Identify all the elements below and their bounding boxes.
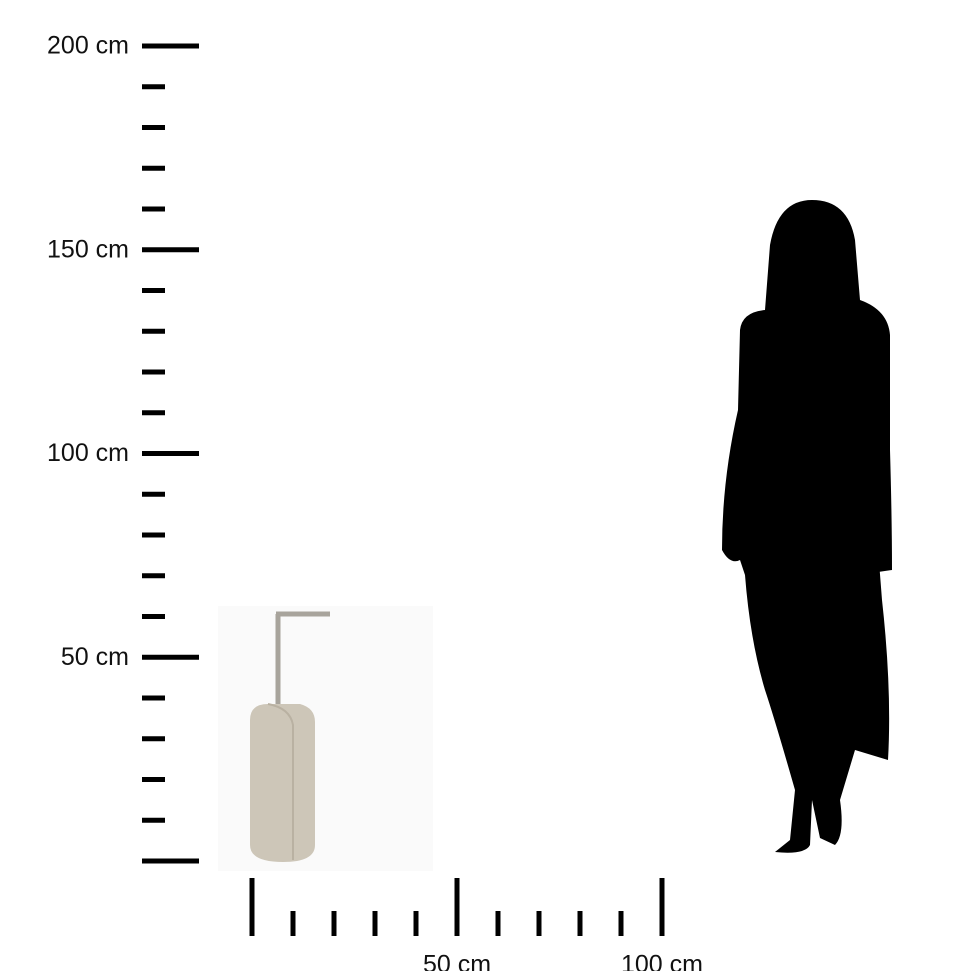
vertical-scale-label: 100 cm [47,439,129,467]
vertical-scale-label: 150 cm [47,235,129,263]
vertical-scale-label: 200 cm [47,32,129,60]
vertical-ruler: 200 cm 150 cm 100 cm 50 cm [47,32,199,864]
horizontal-scale-label: 100 cm [621,951,703,971]
human-silhouette [722,200,892,853]
product-image [218,606,433,871]
holder-edge [267,703,294,860]
horizontal-ruler: 50 cm 100 cm [249,878,703,971]
vertical-scale-label: 50 cm [61,643,129,671]
horizontal-scale-label: 50 cm [423,951,491,971]
holder-body [250,704,315,862]
